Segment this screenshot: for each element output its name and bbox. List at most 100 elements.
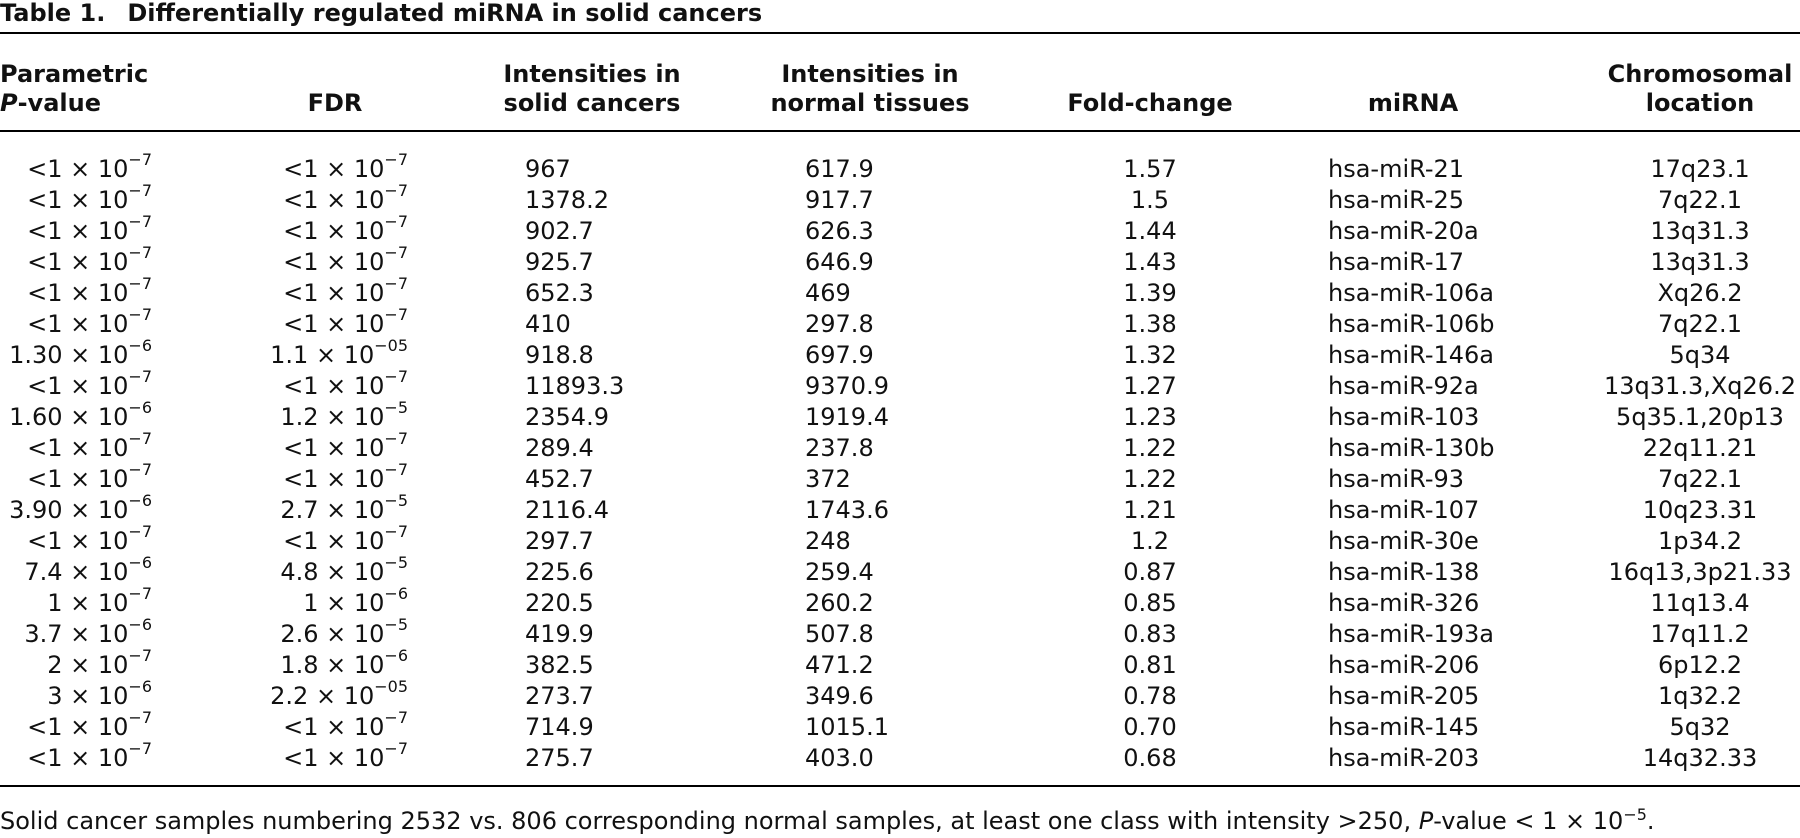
table-row: <1 × 10−7 <1 × 10−7 275.7 403.0 0.68 hsa-miR-… [0,739,1800,774]
fdr-cell: 1 × 10−6 [303,584,408,618]
header-mirna: miRNA [1318,54,1508,118]
table-title: Table 1. Differentially regulated miRNA i… [0,0,762,32]
fold-change-cell: 1.21 [1123,496,1177,524]
fold-change-cell: 1.23 [1123,403,1177,431]
chromosomal-location-cell: 13q31.3 [1650,217,1750,245]
chromosomal-location-cell: 11q13.4 [1650,589,1750,617]
solid-intensity-cell: 275.7 [525,744,594,772]
solid-intensity-cell: 452.7 [525,465,594,493]
pvalue-cell: <1 × 10−7 [27,243,152,277]
normal-intensity-cell: 697.9 [805,341,874,369]
table-row: <1 × 10−7 <1 × 10−7 902.7 626.3 1.44 hsa-miR-… [0,212,1800,247]
normal-intensity-cell: 248 [805,527,851,555]
chromosomal-location-cell: 13q31.3,Xq26.2 [1604,372,1796,400]
bottom-rule [0,785,1800,787]
table-row: 2 × 10−7 1.8 × 10−6 382.5 471.2 0.81 hsa-miR-… [0,646,1800,681]
pvalue-cell: 7.4 × 10−6 [24,553,152,587]
normal-intensity-cell: 617.9 [805,155,874,183]
fold-change-cell: 0.68 [1123,744,1177,772]
fold-change-cell: 0.87 [1123,558,1177,586]
chromosomal-location-cell: 14q32.33 [1642,744,1758,772]
pvalue-cell: <1 × 10−7 [27,212,152,246]
normal-intensity-cell: 237.8 [805,434,874,462]
mirna-cell: hsa-miR-92a [1328,372,1479,400]
table-label: Table 1. [0,0,106,27]
table-row: 3.7 × 10−6 2.6 × 10−5 419.9 507.8 0.83 hsa-mi… [0,617,1800,650]
normal-intensity-cell: 297.8 [805,310,874,338]
mirna-cell: hsa-miR-326 [1328,589,1480,617]
pvalue-cell: <1 × 10−7 [27,522,152,556]
mirna-cell: hsa-miR-145 [1328,713,1480,741]
fold-change-cell: 1.57 [1123,155,1177,183]
fold-change-cell: 0.78 [1123,682,1177,710]
fdr-cell: 1.1 × 10−05 [270,336,408,370]
mirna-cell: hsa-miR-20a [1328,217,1479,245]
fdr-cell: <1 × 10−7 [283,305,408,339]
fdr-cell: <1 × 10−7 [283,522,408,556]
pvalue-cell: 2 × 10−7 [47,646,152,680]
chromosomal-location-cell: 1q32.2 [1658,682,1742,710]
chromosomal-location-cell: 13q31.3 [1650,248,1750,276]
solid-intensity-cell: 225.6 [525,558,594,586]
table-row: <1 × 10−7 <1 × 10−7 289.4 237.8 1.22 hsa-miR-… [0,431,1800,464]
normal-intensity-cell: 626.3 [805,217,874,245]
mirna-cell: hsa-miR-17 [1328,248,1465,276]
pvalue-cell: <1 × 10−7 [27,460,152,494]
solid-intensity-cell: 967 [525,155,571,183]
pvalue-cell: 3 × 10−6 [47,677,152,711]
fold-change-cell: 0.85 [1123,589,1177,617]
table-row: <1 × 10−7 <1 × 10−7 925.7 646.9 1.43 hsa-miR-… [0,243,1800,278]
table-row: 1 × 10−7 1 × 10−6 220.5 260.2 0.85 hsa-miR-32… [0,584,1800,619]
fdr-cell: <1 × 10−7 [283,243,408,277]
header-chrom-line2: location [1645,89,1755,117]
solid-intensity-cell: 273.7 [525,682,594,710]
normal-intensity-cell: 260.2 [805,589,874,617]
normal-intensity-cell: 9370.9 [805,372,889,400]
table-row: <1 × 10−7 <1 × 10−7 652.3 469 1.39 hsa-miR-10… [0,276,1800,309]
normal-intensity-cell: 917.7 [805,186,874,214]
fdr-cell: 1.8 × 10−6 [280,646,408,680]
normal-intensity-cell: 372 [805,465,851,493]
normal-intensity-cell: 1743.6 [805,496,889,524]
solid-intensity-cell: 289.4 [525,434,594,462]
pvalue-cell: <1 × 10−7 [27,305,152,339]
fdr-cell: <1 × 10−7 [283,181,408,215]
table-row: <1 × 10−7 <1 × 10−7 297.7 248 1.2 hsa-miR-30e… [0,522,1800,557]
normal-intensity-cell: 1919.4 [805,403,889,431]
header-chrom: Chromosomal location [1595,54,1800,118]
table-row: 3 × 10−6 2.2 × 10−05 273.7 349.6 0.78 hsa-miR… [0,677,1800,712]
table-row: <1 × 10−7 <1 × 10−7 410 297.8 1.38 hsa-miR-10… [0,305,1800,340]
header-solid-line2: solid cancers [503,89,681,117]
footnote-part2: -value < 1 × 10 [1433,807,1624,835]
mirna-cell: hsa-miR-205 [1328,682,1480,710]
fdr-cell: 1.2 × 10−5 [280,398,408,432]
mirna-cell: hsa-miR-146a [1328,341,1495,369]
chromosomal-location-cell: 17q11.2 [1650,620,1750,648]
normal-intensity-cell: 507.8 [805,620,874,648]
mirna-cell: hsa-miR-30e [1328,527,1479,555]
fdr-cell: <1 × 10−7 [283,460,408,494]
footnote-exp: −5 [1623,805,1647,824]
solid-intensity-cell: 220.5 [525,589,594,617]
pvalue-cell: <1 × 10−7 [27,181,152,215]
chromosomal-location-cell: 1p34.2 [1658,527,1742,555]
footnote-p: P [1418,807,1434,835]
mirna-cell: hsa-miR-193a [1328,620,1495,648]
header-pvalue: Parametric P-value [0,54,170,118]
header-fold-text: Fold-change [1067,89,1233,117]
solid-intensity-cell: 410 [525,310,571,338]
header-fdr: FDR [262,54,408,118]
fdr-cell: <1 × 10−7 [283,739,408,773]
fdr-cell: <1 × 10−7 [283,150,408,184]
solid-intensity-cell: 2354.9 [525,403,609,431]
fold-change-cell: 1.43 [1123,248,1177,276]
header-normal: Intensities in normal tissues [750,54,990,118]
mirna-cell: hsa-miR-21 [1328,155,1465,183]
table-row: 1.30 × 10−6 1.1 × 10−05 918.8 697.9 1.32 hsa-… [0,336,1800,371]
fold-change-cell: 0.70 [1123,713,1177,741]
fdr-cell: 4.8 × 10−5 [280,553,408,587]
solid-intensity-cell: 1378.2 [525,186,609,214]
mirna-cell: hsa-miR-138 [1328,558,1480,586]
solid-intensity-cell: 11893.3 [525,372,625,400]
pvalue-cell: 1 × 10−7 [47,584,152,618]
